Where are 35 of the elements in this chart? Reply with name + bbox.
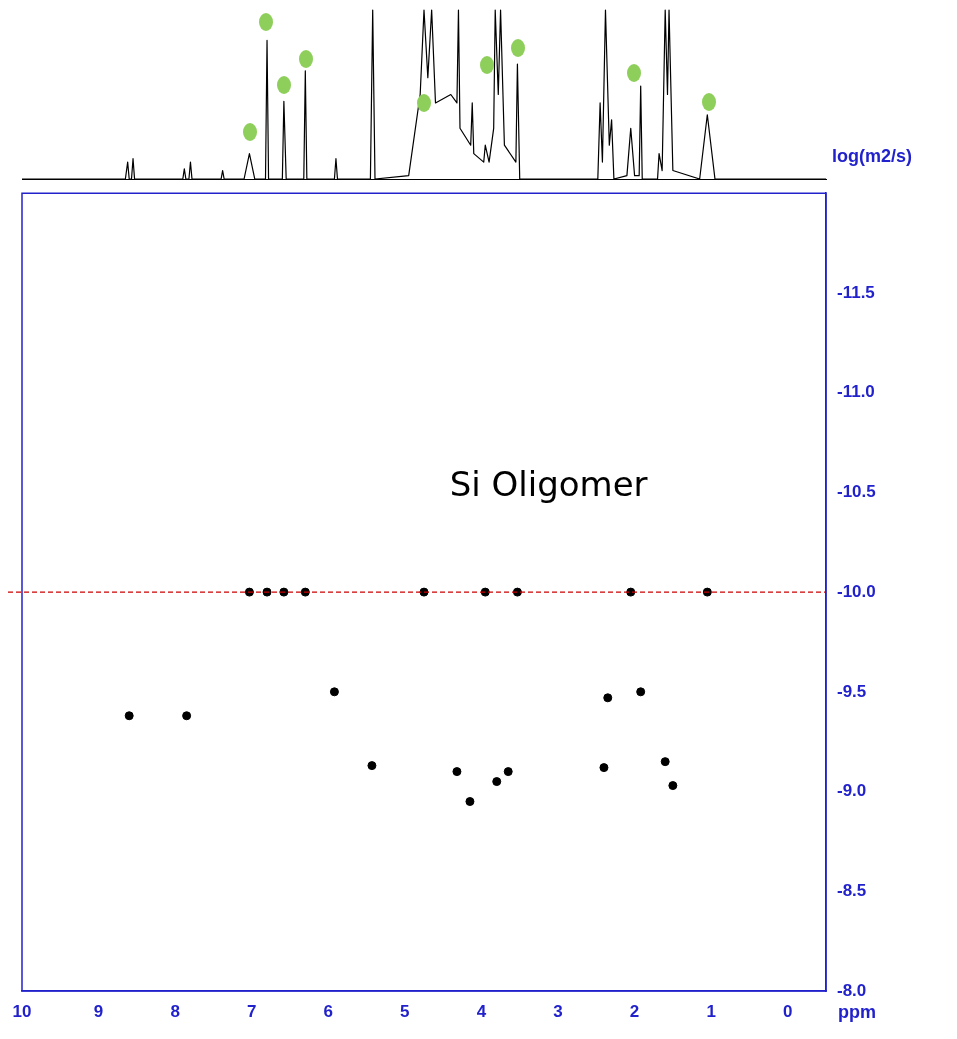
- x-tick-label: 5: [400, 1001, 410, 1021]
- y-tick-label: -10.0: [837, 581, 876, 601]
- y-tick-label: -9.0: [837, 781, 867, 801]
- x-tick-label: 4: [476, 1001, 487, 1021]
- y-axis-title: log(m2/s): [832, 146, 913, 167]
- x-tick-label: 10: [12, 1001, 32, 1021]
- point: [636, 687, 646, 697]
- y-tick-label: -11.0: [837, 382, 875, 402]
- x-tick-label: 6: [323, 1001, 334, 1021]
- point: [668, 781, 678, 791]
- point: [124, 711, 134, 721]
- point: [452, 767, 462, 777]
- point: [367, 761, 377, 771]
- y-tick-label: -11.5: [837, 282, 875, 302]
- x-tick-label: 1: [706, 1001, 716, 1021]
- y-tick-label: -9.5: [837, 681, 867, 701]
- annotation: Si Oligomer: [449, 464, 648, 505]
- y-tick-label: -8.5: [837, 880, 867, 900]
- point: [503, 767, 513, 777]
- x-tick-label: 8: [170, 1001, 180, 1021]
- y-tick-label: -8.0: [837, 980, 867, 1000]
- x-tick-label: 0: [782, 1001, 793, 1021]
- point: [603, 693, 613, 703]
- point: [465, 797, 475, 807]
- x-tick-label: 2: [629, 1001, 640, 1021]
- y-tick-label: -10.5: [837, 482, 876, 502]
- point: [599, 763, 609, 773]
- point: [660, 757, 670, 767]
- x-tick-label: 3: [553, 1001, 563, 1021]
- x-tick-label: 9: [93, 1001, 104, 1021]
- x-axis-title: ppm: [838, 1002, 876, 1023]
- x-tick-label: 7: [246, 1001, 257, 1021]
- point: [329, 687, 339, 697]
- point: [492, 777, 502, 787]
- point: [182, 711, 192, 721]
